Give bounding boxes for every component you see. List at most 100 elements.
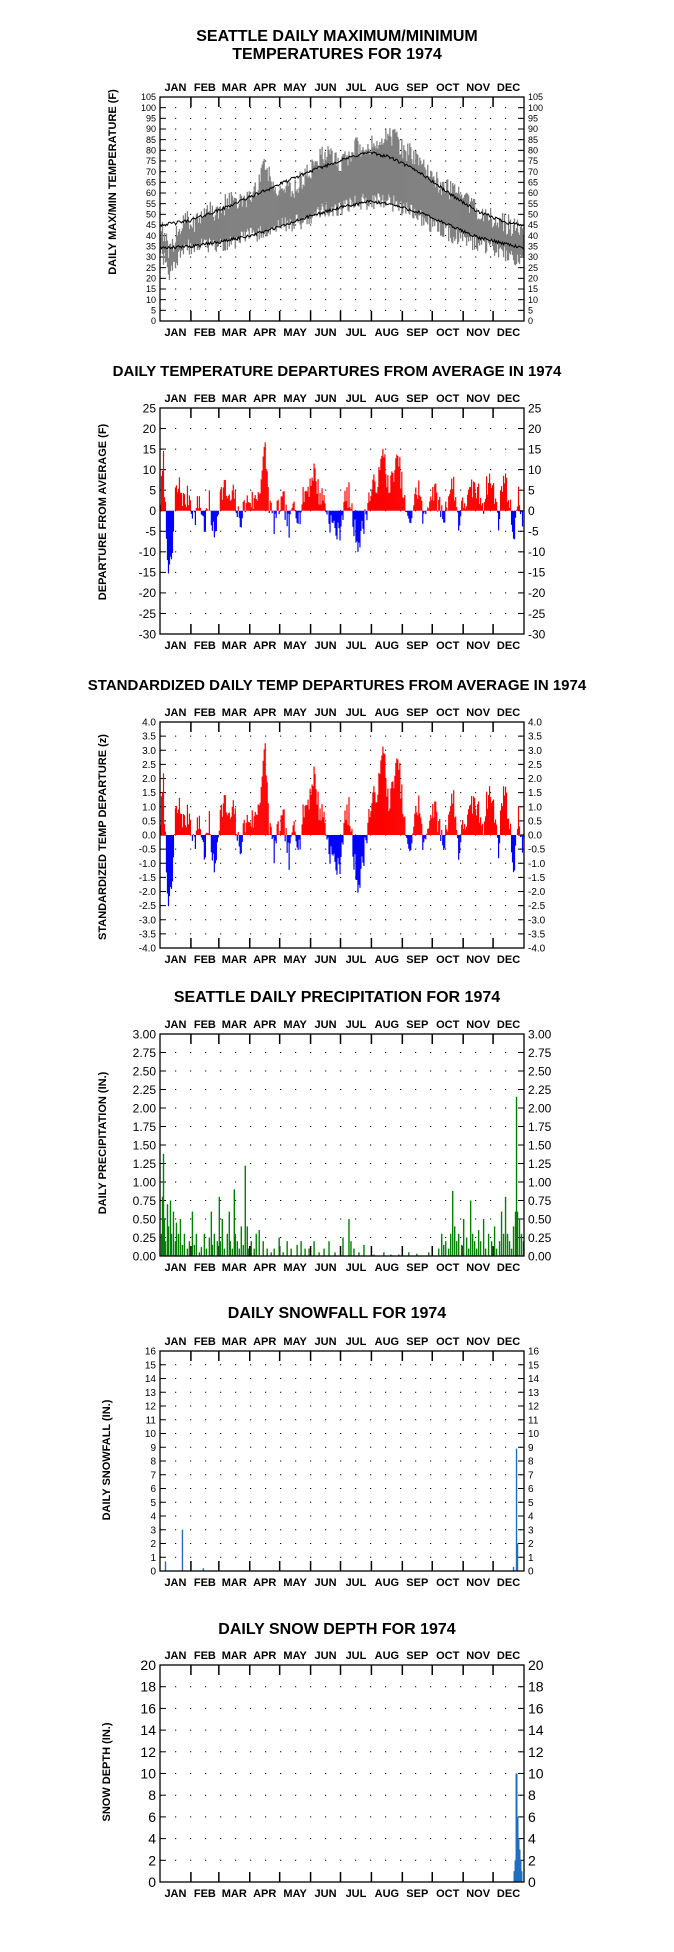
month-label-bottom: OCT [436, 954, 460, 966]
month-label-bottom: MAY [283, 1888, 307, 1900]
month-label-top: MAR [222, 82, 247, 94]
y-tick-label-left: -3.5 [139, 929, 157, 940]
y-tick-label-right: 13 [528, 1388, 540, 1399]
y-tick-label-right: -20 [528, 586, 546, 600]
month-label-top: JAN [164, 707, 186, 719]
y-tick-label-left: 40 [146, 231, 156, 241]
y-tick-label-left: 30 [146, 252, 156, 262]
y-tick-label-left: 65 [146, 178, 156, 188]
y-tick-label-left: 13 [145, 1388, 157, 1399]
month-label-top: APR [253, 707, 276, 719]
month-label-top: JAN [164, 393, 186, 405]
y-tick-label-right: 16 [528, 1700, 544, 1716]
month-label-top: DEC [497, 82, 520, 94]
y-tick-label-left: 10 [140, 1766, 156, 1782]
month-label-bottom: SEP [406, 1262, 428, 1274]
data-marks [513, 1773, 523, 1882]
month-label-bottom: NOV [466, 1577, 491, 1589]
month-label-top: NOV [466, 393, 491, 405]
y-tick-label-right: 50 [528, 210, 538, 220]
y-tick-label-left: 50 [146, 210, 156, 220]
month-label-top: APR [253, 1650, 276, 1662]
y-tick-label-left: -10 [139, 545, 157, 559]
y-tick-label-right: 14 [528, 1722, 544, 1738]
y-tick-label-right: 12 [528, 1744, 544, 1760]
month-label-bottom: JUN [315, 1577, 337, 1589]
month-label-top: JUL [346, 1336, 367, 1348]
month-label-bottom: FEB [194, 640, 216, 652]
y-tick-label-right: 8 [528, 1787, 536, 1803]
month-label-bottom: DEC [497, 1262, 520, 1274]
y-tick-label-right: 95 [528, 114, 538, 124]
y-tick-label-left: 75 [146, 156, 156, 166]
grid [160, 1052, 524, 1238]
y-tick-label-right: 10 [528, 1766, 544, 1782]
month-label-top: JUL [346, 82, 367, 94]
month-label-top: OCT [436, 1019, 460, 1031]
y-tick-label-right: 6 [528, 1484, 534, 1495]
month-label-top: SEP [406, 1019, 428, 1031]
y-tick-label-left: -3.0 [139, 915, 157, 926]
y-tick-label-left: 0.75 [133, 1194, 157, 1208]
month-label-bottom: NOV [466, 954, 491, 966]
y-tick-label-right: 2.25 [528, 1083, 552, 1097]
y-tick-label-left: 85 [146, 135, 156, 145]
y-tick-label-right: 18 [528, 1679, 544, 1695]
month-label-bottom: APR [253, 1577, 276, 1589]
month-label-top: MAR [222, 393, 247, 405]
month-label-top: AUG [375, 1019, 399, 1031]
grid [160, 107, 524, 311]
month-label-top: AUG [375, 1336, 399, 1348]
chart-precipitation: SEATTLE DAILY PRECIPITATION FOR 1974 DAI… [97, 989, 552, 1274]
month-label-top: OCT [436, 82, 460, 94]
month-label-top: JAN [164, 1650, 186, 1662]
month-label-top: JUL [346, 393, 367, 405]
y-tick-label-right: 65 [528, 178, 538, 188]
y-tick-label-left: 10 [146, 295, 156, 305]
month-label-top: OCT [436, 393, 460, 405]
month-label-top: AUG [375, 707, 399, 719]
y-tick-label-right: 1.25 [528, 1157, 552, 1171]
y-tick-label-left: 4 [150, 1512, 156, 1523]
y-tick-label-right: 0.0 [528, 831, 542, 842]
y-tick-label-right: 14 [528, 1374, 540, 1385]
y-tick-label-right: 1.50 [528, 1138, 552, 1152]
y-tick-label-right: 5 [528, 306, 533, 316]
y-tick-label-right: 0.00 [528, 1249, 552, 1263]
month-label-bottom: JUN [315, 954, 337, 966]
month-label-bottom: FEB [194, 1577, 216, 1589]
y-tick-label-left: 2.0 [142, 774, 156, 785]
y-tick-label-right: -25 [528, 607, 546, 621]
month-label-top: APR [253, 82, 276, 94]
month-label-bottom: JUL [346, 1888, 367, 1900]
y-tick-label-left: 9 [150, 1443, 156, 1454]
y-tick-label-right: -3.0 [528, 915, 546, 926]
y-axis-label: DAILY MAX/MIN TEMPERATURE (F) [107, 89, 119, 275]
y-tick-label-right: 15 [528, 1360, 540, 1371]
y-tick-label-left: 6 [150, 1484, 156, 1495]
y-tick-label-left: 20 [140, 1657, 156, 1673]
y-tick-label-left: 35 [146, 242, 156, 252]
y-tick-label-right: 10 [528, 463, 542, 477]
y-tick-label-right: 55 [528, 199, 538, 209]
month-label-bottom: JAN [164, 1888, 186, 1900]
y-tick-label-right: -1.0 [528, 859, 546, 870]
y-tick-label-left: -1.5 [139, 873, 157, 884]
y-tick-label-left: 60 [146, 188, 156, 198]
chart-maxmin-temperature: SEATTLE DAILY MAXIMUM/MINIMUM TEMPERATUR… [107, 28, 543, 339]
month-label-top: JUL [346, 1650, 367, 1662]
y-tick-label-left: 3.0 [142, 746, 156, 757]
month-label-bottom: DEC [497, 640, 520, 652]
month-label-bottom: FEB [194, 1262, 216, 1274]
data-marks [164, 1448, 519, 1571]
month-label-top: JUN [315, 707, 337, 719]
y-tick-label-left: 55 [146, 199, 156, 209]
chart-title: DAILY TEMPERATURE DEPARTURES FROM AVERAG… [113, 363, 562, 380]
month-label-bottom: JAN [164, 640, 186, 652]
y-tick-label-left: 3.00 [133, 1027, 157, 1041]
y-tick-label-left: -15 [139, 566, 157, 580]
y-tick-label-right: 3.0 [528, 746, 542, 757]
y-tick-label-right: -10 [528, 545, 546, 559]
month-label-top: JUN [315, 1019, 337, 1031]
month-label-bottom: OCT [436, 640, 460, 652]
